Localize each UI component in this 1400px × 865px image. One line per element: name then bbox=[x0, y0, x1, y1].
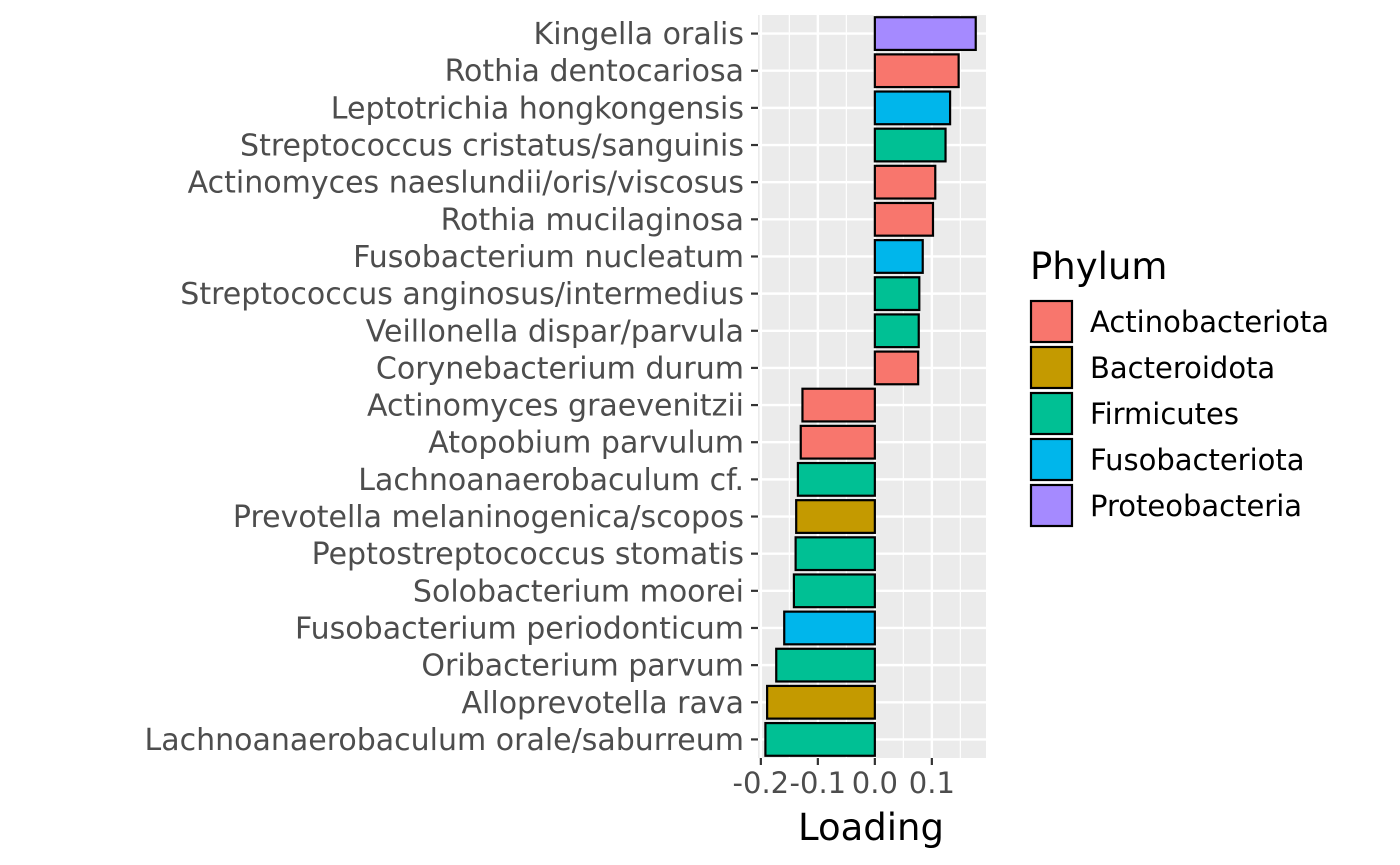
y-tick-label: Fusobacterium periodonticum bbox=[295, 611, 744, 646]
x-tick-label: 0.1 bbox=[909, 766, 955, 800]
x-axis-ticks bbox=[759, 758, 933, 765]
bar bbox=[801, 387, 876, 423]
y-tick-label: Actinomyces naeslundii/oris/viscosus bbox=[188, 166, 744, 201]
bar bbox=[873, 350, 920, 386]
y-tick-label: Atopobium parvulum bbox=[428, 426, 744, 461]
y-tick-label: Peptostreptococcus stomatis bbox=[312, 537, 744, 572]
legend-key bbox=[1029, 437, 1074, 482]
bar bbox=[873, 90, 952, 126]
bar bbox=[794, 536, 876, 572]
bar bbox=[873, 53, 960, 89]
y-tick-label: Streptococcus anginosus/intermedius bbox=[180, 277, 744, 312]
legend-label: Bacteroidota bbox=[1090, 351, 1275, 385]
x-tick-label: -0.2 bbox=[733, 766, 790, 800]
legend-title: Phylum bbox=[1030, 245, 1167, 288]
y-tick-label: Fusobacterium nucleatum bbox=[353, 240, 744, 275]
y-tick-label: Streptococcus cristatus/sanguinis bbox=[240, 129, 744, 164]
y-axis-ticks bbox=[751, 32, 758, 741]
y-tick-label: Leptotrichia hongkongensis bbox=[331, 91, 744, 126]
x-tick-label: 0.0 bbox=[852, 766, 898, 800]
bar bbox=[783, 610, 876, 646]
legend-label: Fusobacteriota bbox=[1090, 443, 1305, 477]
legend-key bbox=[1029, 345, 1074, 390]
bar bbox=[792, 573, 876, 609]
bar bbox=[873, 16, 977, 52]
bar bbox=[795, 499, 876, 534]
y-tick-label: Rothia mucilaginosa bbox=[441, 203, 744, 238]
y-tick-label: Oribacterium parvum bbox=[421, 649, 744, 684]
legend-key bbox=[1029, 483, 1074, 528]
y-tick-label: Lachnoanaerobaculum orale/saburreum bbox=[144, 723, 744, 758]
panel-background bbox=[758, 15, 986, 758]
bars bbox=[764, 16, 977, 757]
legend-key bbox=[1029, 391, 1074, 436]
bar bbox=[873, 164, 937, 200]
y-tick-label: Kingella oralis bbox=[534, 17, 744, 52]
y-tick-label: Lachnoanaerobaculum cf. bbox=[358, 463, 744, 498]
y-tick-label: Alloprevotella rava bbox=[462, 686, 745, 721]
bar bbox=[796, 461, 876, 497]
y-tick-label: Solobacterium moorei bbox=[413, 574, 744, 609]
y-tick-label: Rothia dentocariosa bbox=[445, 54, 744, 89]
bar bbox=[873, 313, 920, 349]
x-axis-title: Loading bbox=[798, 806, 944, 849]
x-axis-labels: -0.2 -0.1 0.0 0.1 bbox=[733, 766, 955, 800]
bar bbox=[799, 424, 876, 460]
bar bbox=[764, 721, 876, 757]
y-tick-label: Prevotella melaninogenica/scopos bbox=[233, 500, 744, 535]
bar bbox=[873, 201, 935, 237]
bar bbox=[873, 239, 924, 274]
bar bbox=[766, 684, 876, 720]
x-tick-label: -0.1 bbox=[790, 766, 847, 800]
y-tick-label: Actinomyces graevenitzii bbox=[367, 389, 744, 424]
bar bbox=[873, 276, 921, 312]
bar bbox=[873, 127, 947, 163]
legend-label: Actinobacteriota bbox=[1090, 305, 1329, 339]
bar bbox=[775, 647, 876, 683]
legend-label: Proteobacteria bbox=[1090, 489, 1302, 523]
y-tick-label: Corynebacterium durum bbox=[376, 351, 744, 386]
legend-items: Actinobacteriota Bacteroidota Firmicutes Fu… bbox=[1029, 299, 1329, 528]
legend-label: Firmicutes bbox=[1090, 397, 1239, 431]
legend-key bbox=[1029, 299, 1074, 344]
y-tick-label: Veillonella dispar/parvula bbox=[366, 314, 744, 349]
legend: Phylum Actinobacteriota Bacteroidota Firmi… bbox=[1029, 245, 1329, 528]
